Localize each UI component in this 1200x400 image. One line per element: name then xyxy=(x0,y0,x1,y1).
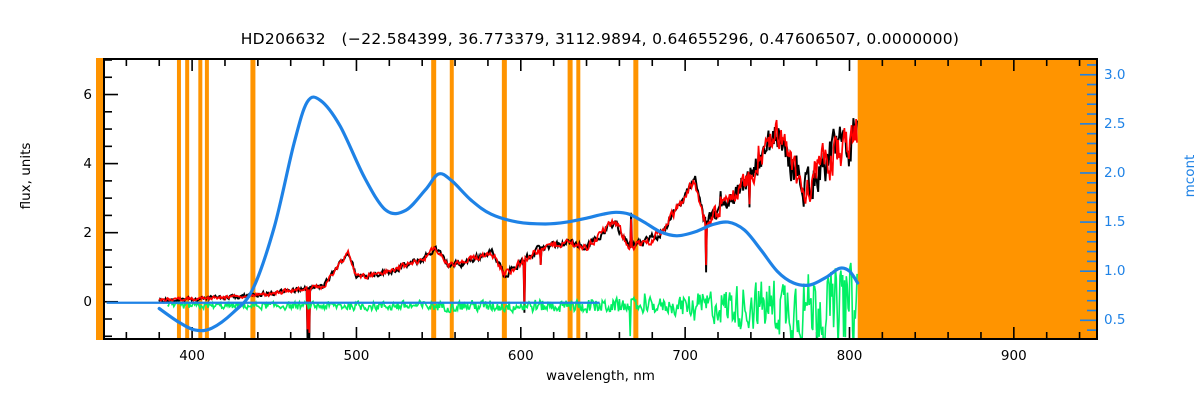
left-mask-bar xyxy=(96,58,103,340)
x-tick-label-700: 700 xyxy=(672,348,699,364)
x-tick-label-800: 800 xyxy=(836,348,863,364)
tick-marks xyxy=(105,60,1096,338)
plot-title: HD206632 (−22.584399, 36.773379, 3112.98… xyxy=(240,30,960,48)
mcont-tick-label-2.5: 2.5 xyxy=(1104,115,1126,132)
model-spectrum xyxy=(158,118,858,333)
mcont-tick-label-2.0: 2.0 xyxy=(1104,164,1126,181)
x-tick-label-600: 600 xyxy=(507,348,534,364)
y-tick-label-2: 2 xyxy=(83,224,92,241)
mcont-tick-label-3.0: 3.0 xyxy=(1104,66,1126,83)
spectrum-canvas xyxy=(105,60,1096,338)
mask-lines xyxy=(176,60,639,338)
x-axis-label: wavelength, nm xyxy=(546,368,655,384)
plot-area xyxy=(103,58,1098,340)
y-axis-right-label: mcont xyxy=(1182,154,1198,198)
mcont-curve xyxy=(157,95,860,333)
y-axis-label: flux, units xyxy=(18,142,34,210)
y-tick-label-4: 4 xyxy=(83,155,92,172)
mcont-tick-label-1.5: 1.5 xyxy=(1104,214,1126,231)
mcont-tick-label-0.5: 0.5 xyxy=(1104,312,1126,329)
x-tick-label-900: 900 xyxy=(1000,348,1027,364)
y-tick-label-0: 0 xyxy=(83,293,92,310)
x-tick-label-400: 400 xyxy=(179,348,205,364)
mcont-tick-label-1.0: 1.0 xyxy=(1104,263,1126,280)
x-tick-label-500: 500 xyxy=(343,348,370,364)
residual-trace xyxy=(167,262,858,338)
y-tick-label-6: 6 xyxy=(83,86,92,103)
masked-region xyxy=(857,60,1096,338)
